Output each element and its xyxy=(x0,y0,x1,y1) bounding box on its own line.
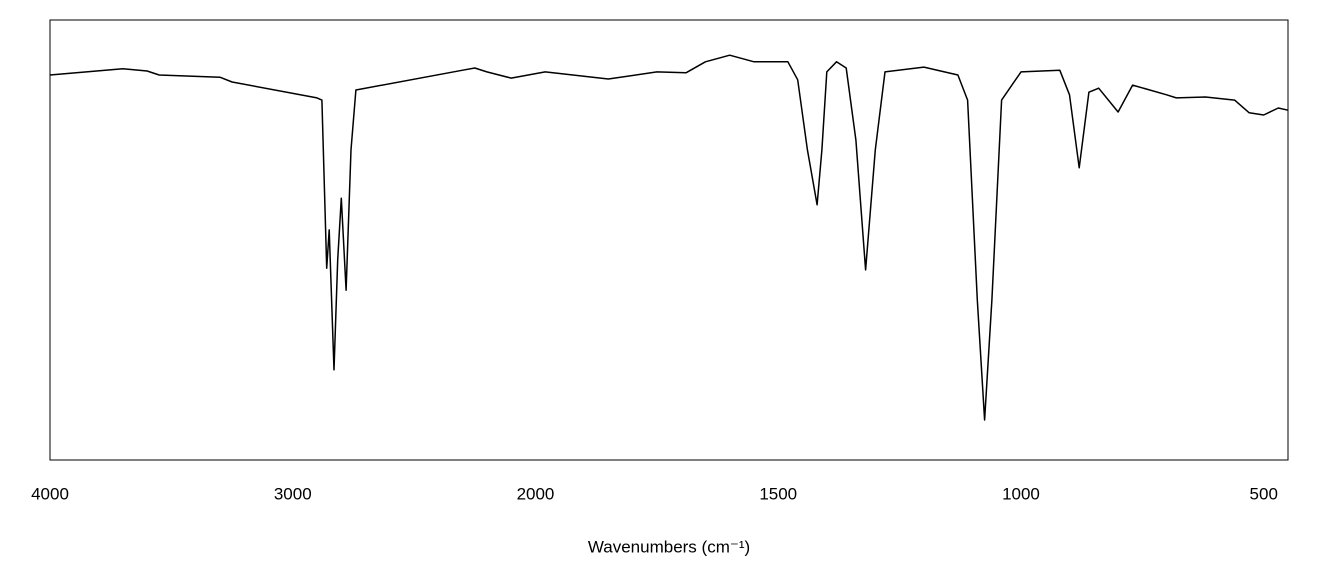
x-tick-label: 4000 xyxy=(31,484,69,503)
plot-frame xyxy=(49,19,1289,461)
x-tick-label: 1500 xyxy=(759,484,797,503)
x-tick-label: 2000 xyxy=(517,484,555,503)
x-axis-label: Wavenumbers (cm⁻¹) xyxy=(588,537,750,556)
x-tick-label: 1000 xyxy=(1002,484,1040,503)
x-tick-label: 3000 xyxy=(274,484,312,503)
spectrum-line xyxy=(49,54,1289,421)
x-tick-label: 500 xyxy=(1250,484,1278,503)
